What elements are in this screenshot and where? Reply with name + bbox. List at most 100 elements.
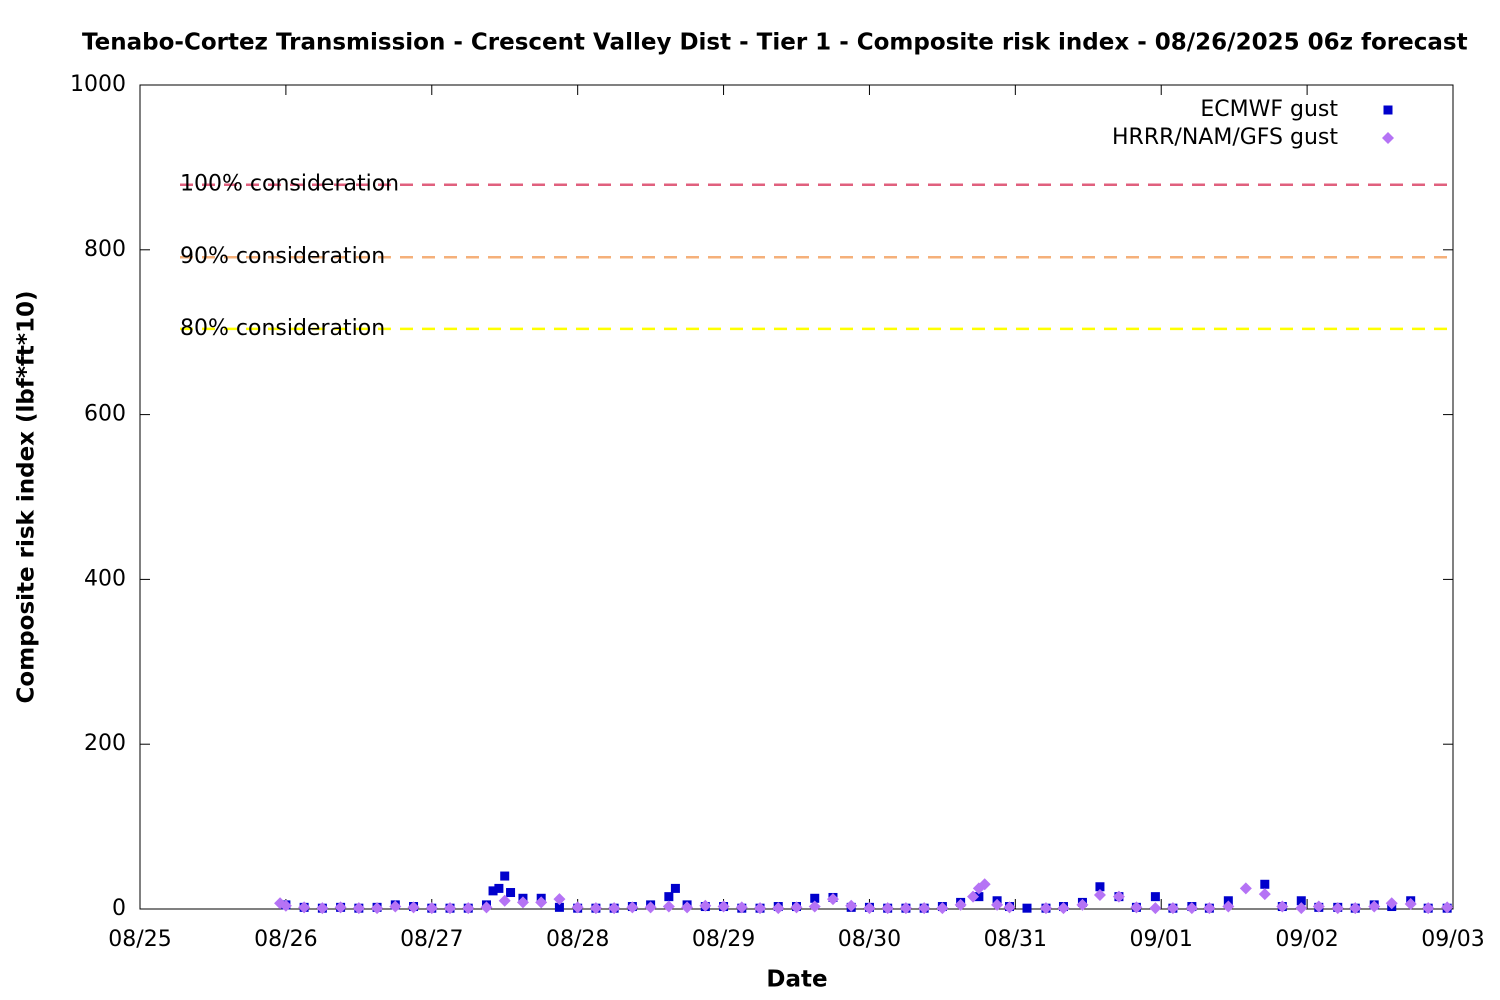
data-point [298, 901, 311, 914]
data-point [516, 896, 529, 909]
x-tick-label: 09/03 [1421, 927, 1484, 952]
data-point [936, 902, 949, 915]
data-point [589, 902, 602, 915]
data-point [681, 901, 694, 914]
x-tick-label: 08/25 [108, 927, 171, 952]
data-point [407, 901, 420, 914]
data-point [808, 900, 821, 913]
data-point [662, 900, 675, 913]
x-tick-label: 09/01 [1130, 927, 1193, 952]
data-point [571, 901, 584, 914]
data-point [1112, 890, 1125, 903]
data-point [1057, 902, 1070, 915]
data-point [498, 894, 511, 907]
data-point [826, 893, 839, 906]
x-tick-label: 08/29 [692, 927, 755, 952]
data-point [1095, 882, 1105, 892]
data-point [1385, 897, 1398, 910]
data-point [899, 902, 912, 915]
x-tick-label: 08/31 [984, 927, 1047, 952]
threshold-label: 100% consideration [180, 172, 399, 197]
data-point [967, 890, 980, 903]
y-tick-label: 400 [84, 566, 126, 591]
data-point [425, 902, 438, 915]
data-point [279, 899, 292, 912]
data-point [978, 878, 991, 891]
data-point [1260, 879, 1270, 889]
data-point [1258, 888, 1271, 901]
data-point [790, 901, 803, 914]
data-point [1295, 902, 1308, 915]
data-point [810, 893, 820, 903]
data-point [1166, 902, 1179, 915]
data-point [316, 902, 329, 915]
data-point [554, 902, 564, 912]
data-point [845, 899, 858, 912]
legend-marker [1383, 105, 1393, 115]
data-point [754, 902, 767, 915]
data-point [1368, 900, 1381, 913]
data-point [480, 901, 493, 914]
data-point [553, 893, 566, 906]
data-point [1185, 902, 1198, 915]
threshold-label: 90% consideration [180, 244, 385, 269]
y-tick-label: 0 [112, 896, 126, 921]
x-tick-label: 09/02 [1275, 927, 1338, 952]
data-point [918, 902, 931, 915]
data-point [500, 871, 510, 881]
data-point [506, 888, 516, 898]
y-tick-label: 800 [84, 237, 126, 262]
x-tick-label: 08/28 [546, 927, 609, 952]
data-point [488, 886, 498, 896]
data-point [1276, 900, 1289, 913]
data-point [1149, 902, 1162, 915]
data-point [664, 892, 674, 902]
data-point [462, 902, 475, 915]
x-axis-title: Date [766, 967, 827, 993]
data-point [352, 902, 365, 915]
data-point [1093, 888, 1106, 901]
data-point [1441, 901, 1454, 914]
legend-label: ECMWF gust [1200, 97, 1338, 122]
data-point [954, 898, 967, 911]
y-tick-label: 1000 [70, 72, 126, 97]
data-point [1076, 898, 1089, 911]
chart-title: Tenabo-Cortez Transmission - Crescent Va… [82, 30, 1468, 56]
x-tick-label: 08/26 [254, 927, 317, 952]
data-point [1422, 902, 1435, 915]
data-point [1349, 902, 1362, 915]
data-point [626, 901, 639, 914]
data-point [1003, 901, 1016, 914]
data-point [670, 883, 680, 893]
threshold-label: 80% consideration [180, 316, 385, 341]
data-point [1296, 896, 1306, 906]
data-point [389, 900, 402, 913]
y-tick-label: 200 [84, 731, 126, 756]
data-point [608, 902, 621, 915]
legend-marker [1382, 132, 1394, 144]
data-point [1222, 900, 1235, 913]
data-point [334, 901, 347, 914]
data-point [1022, 903, 1032, 913]
data-point [1150, 892, 1160, 902]
data-point [991, 898, 1004, 911]
data-point [1203, 902, 1216, 915]
data-point [863, 902, 876, 915]
data-point [1312, 900, 1325, 913]
x-tick-label: 08/30 [838, 927, 901, 952]
data-point [371, 902, 384, 915]
data-point [1130, 901, 1143, 914]
data-point [1404, 898, 1417, 911]
data-point [772, 902, 785, 915]
data-point [717, 900, 730, 913]
y-tick-label: 600 [84, 402, 126, 427]
data-point [881, 902, 894, 915]
data-point [1239, 882, 1252, 895]
data-point [444, 902, 457, 915]
data-point [494, 883, 504, 893]
data-point [1331, 902, 1344, 915]
legend-label: HRRR/NAM/GFS gust [1112, 125, 1338, 150]
data-point [735, 901, 748, 914]
data-point [644, 901, 657, 914]
